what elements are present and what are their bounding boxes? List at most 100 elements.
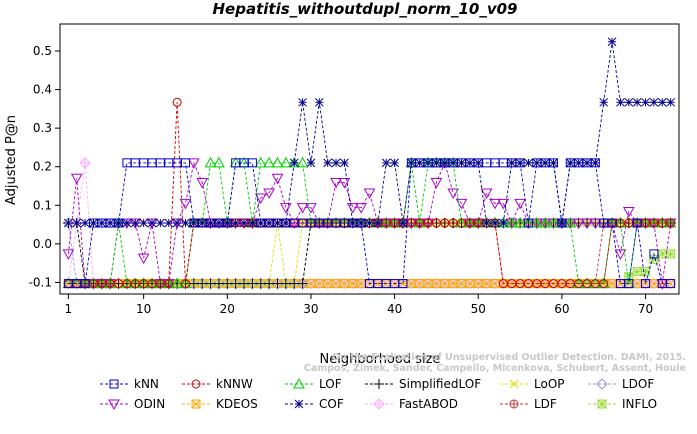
x-tick-label: 1	[65, 302, 73, 316]
data-point-cof	[105, 218, 115, 228]
legend-item-odin: ODIN	[100, 397, 165, 411]
x-tick-label: 10	[136, 302, 151, 316]
data-point-knn	[666, 279, 676, 289]
data-point-cof	[248, 218, 257, 228]
series-line-simplifiedlof	[68, 222, 671, 285]
data-point-odin	[330, 178, 342, 189]
data-point-knn	[632, 218, 642, 228]
data-point-odin	[514, 198, 526, 210]
legend-marker	[596, 378, 608, 390]
y-axis: -0.1 0.0 0.1 0.2 0.3 0.4 0.5	[29, 44, 60, 289]
data-point-odin	[271, 173, 284, 185]
data-point-cof	[164, 218, 174, 228]
legend-label-cof: COF	[319, 397, 344, 411]
data-point-cof	[599, 97, 609, 107]
data-point-odin	[614, 249, 627, 260]
data-point-cof	[314, 97, 324, 107]
legend-marker	[509, 399, 519, 409]
data-point-odin	[497, 198, 510, 210]
data-point-lof	[280, 156, 292, 168]
data-point-simplifiedlof	[255, 278, 266, 289]
data-point-lof	[254, 156, 267, 168]
x-tick-label: 50	[471, 302, 486, 316]
legend-marker	[374, 379, 384, 389]
data-point-simplifiedlof	[222, 278, 233, 289]
data-point-cof	[649, 97, 659, 107]
data-point-simplifiedlof	[247, 278, 258, 289]
data-point-cof	[465, 158, 475, 168]
data-point-odin	[572, 218, 585, 230]
data-point-cof	[273, 218, 282, 228]
legend-label-inflo: INFLO	[622, 397, 657, 411]
data-point-cof	[64, 218, 73, 228]
data-point-knn	[398, 279, 408, 289]
legend-item-cof: COF	[285, 397, 344, 411]
data-point-odin	[70, 173, 83, 185]
data-point-cof	[356, 218, 366, 228]
series-line-cof	[68, 41, 671, 224]
data-point-lof	[539, 216, 552, 228]
data-point-cof	[607, 37, 617, 47]
data-point-lof	[564, 216, 577, 228]
plot-marks	[62, 37, 677, 290]
data-point-simplifiedlof	[205, 278, 216, 289]
data-point-inflo	[632, 267, 642, 277]
legend-label-kdeos: KDEOS	[216, 397, 258, 411]
data-point-knn	[607, 218, 617, 228]
data-point-simplifiedlof	[280, 278, 291, 289]
data-point-cof	[214, 218, 224, 228]
data-point-cof	[616, 97, 625, 107]
data-point-cof	[306, 158, 316, 168]
data-point-inflo	[657, 249, 667, 259]
legend-label-simplifiedlof: SimplifiedLOF	[399, 377, 481, 391]
data-point-knn	[180, 158, 190, 168]
data-point-cof	[197, 218, 207, 228]
data-point-odin	[187, 158, 200, 169]
data-point-cof	[490, 218, 500, 228]
y-tick-label: -0.1	[29, 275, 52, 289]
data-point-cof	[348, 218, 358, 228]
data-point-cof	[657, 97, 667, 107]
data-point-cof	[448, 158, 458, 168]
data-point-cof	[156, 218, 165, 228]
legend-item-lof: LOF	[285, 377, 342, 391]
data-point-fastabod	[79, 157, 91, 169]
data-point-cof	[222, 218, 232, 228]
data-point-cof	[323, 158, 333, 168]
data-point-cof	[415, 158, 425, 168]
legend-label-knn: kNN	[134, 377, 159, 391]
data-point-cof	[590, 158, 600, 168]
chart-title: Hepatitis_withoutdupl_norm_10_v09	[213, 0, 518, 18]
data-point-cof	[172, 218, 182, 228]
legend-marker	[509, 379, 519, 389]
data-point-cof	[189, 218, 199, 228]
series-line-ldf	[68, 222, 671, 285]
watermark-line-1: Campos, Zimek, Sander, Campello, Micenko…	[304, 363, 686, 374]
x-axis: 1 10 20 30 40 50 60 70	[65, 294, 653, 316]
data-point-knnw	[180, 279, 190, 289]
x-tick-label: 40	[387, 302, 402, 316]
legend-marker	[373, 398, 385, 410]
data-point-lof	[514, 216, 526, 228]
legend-item-ldof: LDOF	[588, 377, 654, 391]
x-tick-label: 20	[220, 302, 235, 316]
data-point-simplifiedlof	[213, 278, 224, 289]
data-point-odin	[363, 188, 376, 199]
data-point-knn	[649, 249, 659, 259]
y-tick-label: 0.4	[33, 83, 52, 97]
data-point-simplifiedlof	[289, 278, 300, 289]
data-point-knn	[247, 158, 257, 168]
data-point-cof	[231, 218, 241, 228]
data-point-cof	[582, 158, 592, 168]
legend-item-loop: LoOP	[500, 377, 565, 391]
legend-marker	[191, 399, 201, 409]
data-point-simplifiedlof	[264, 278, 275, 289]
data-point-odin	[430, 178, 443, 189]
data-point-cof	[557, 218, 567, 228]
legend-marker	[294, 399, 304, 409]
data-point-knnw	[172, 97, 182, 107]
data-point-cof	[473, 158, 483, 168]
data-point-odin	[346, 203, 359, 214]
data-point-odin	[254, 193, 267, 204]
x-tick-label: 70	[638, 302, 653, 316]
